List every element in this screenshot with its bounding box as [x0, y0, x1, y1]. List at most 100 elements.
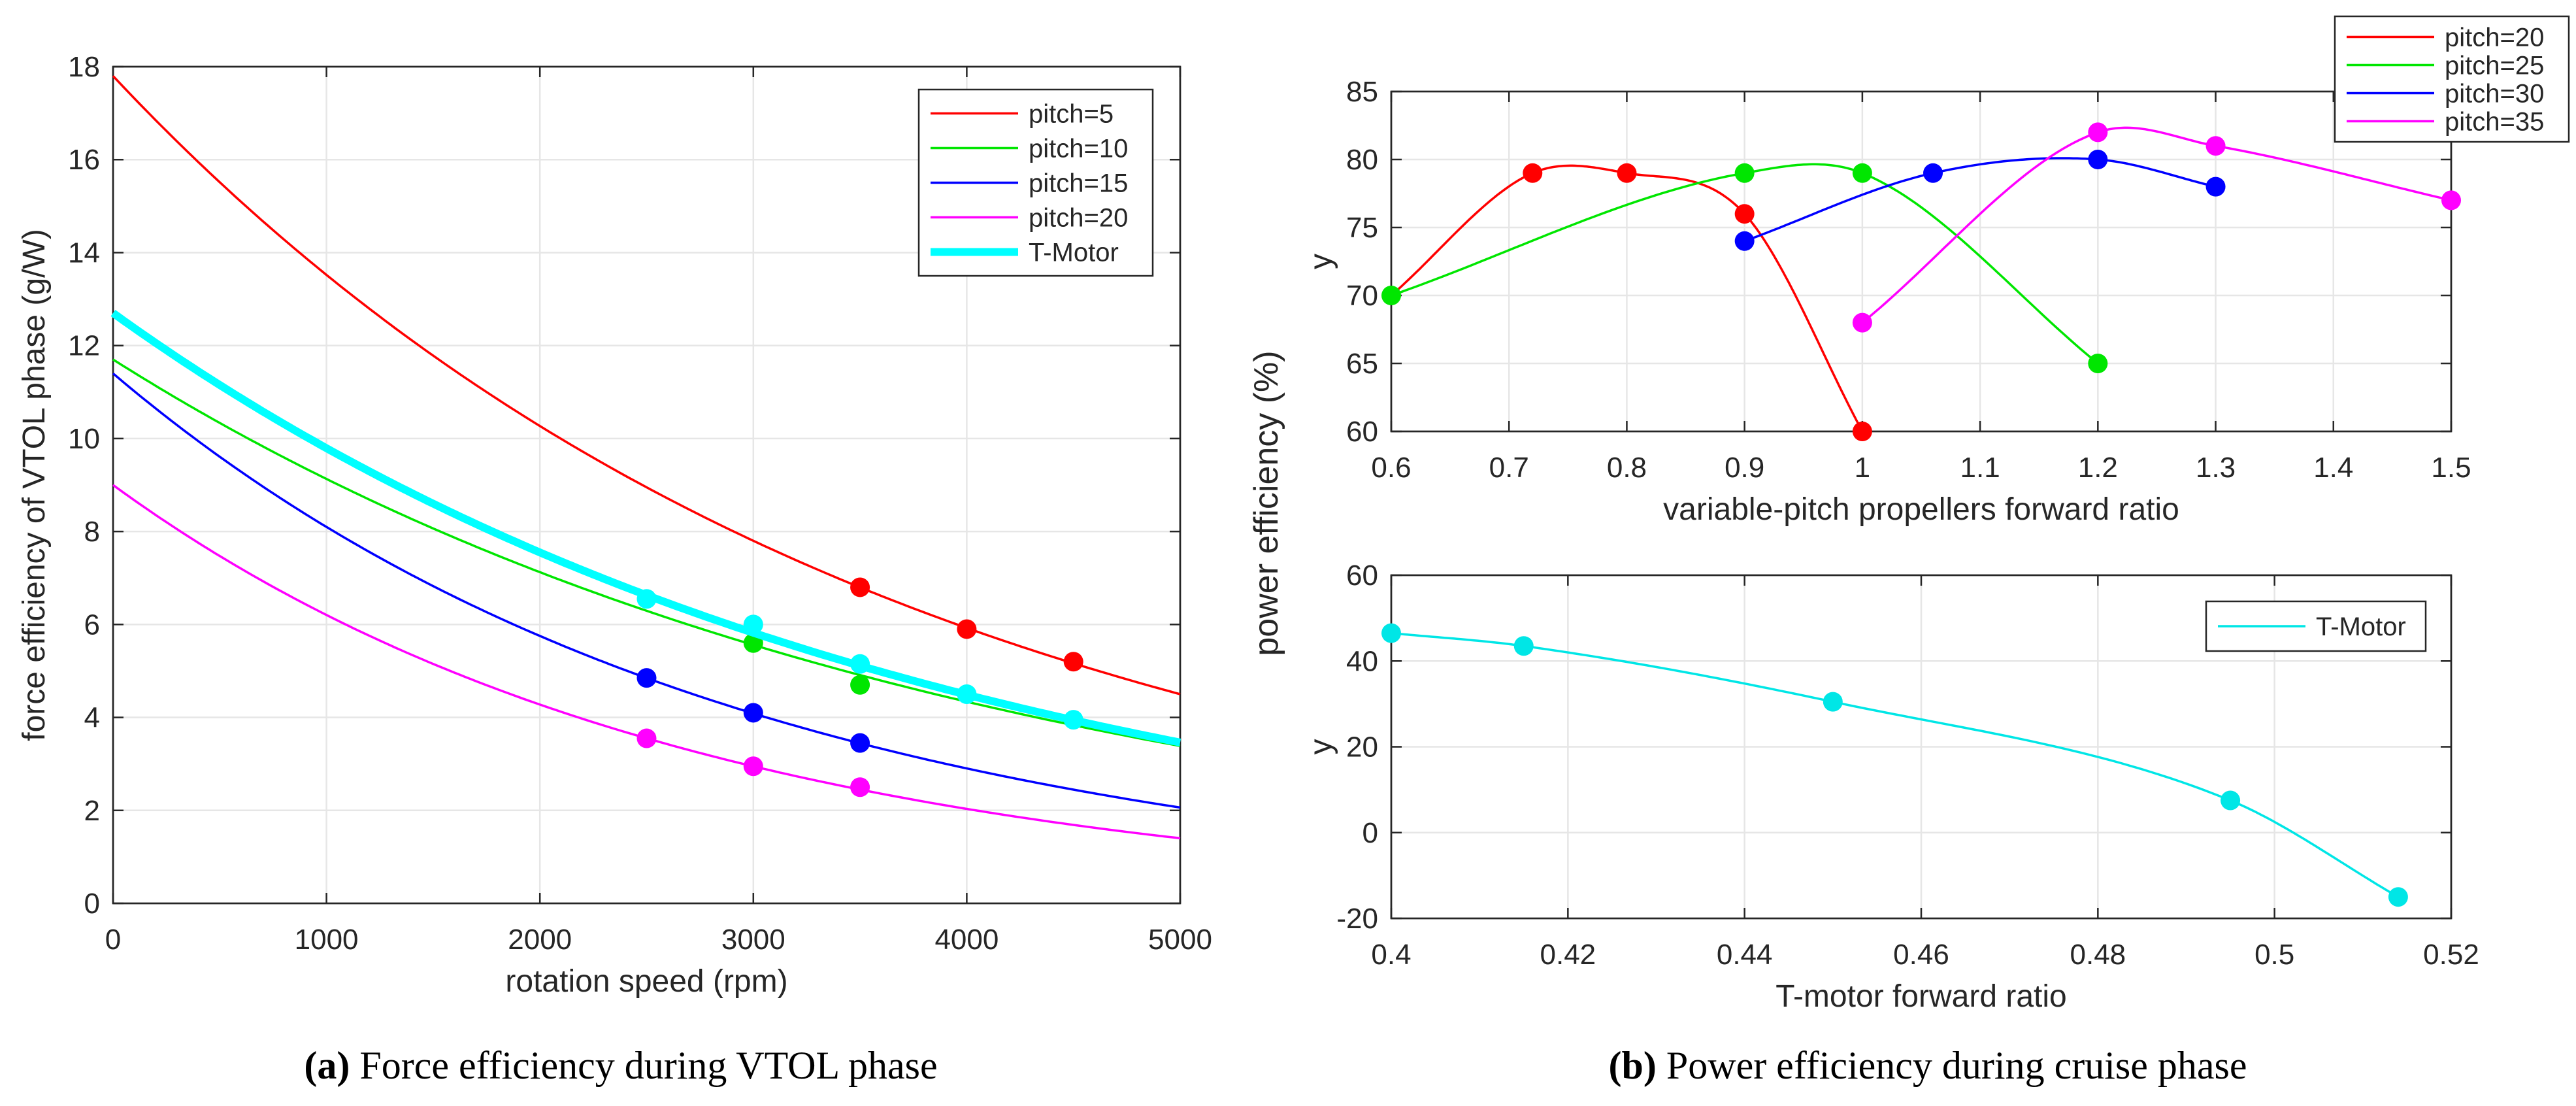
y-tick-label: 60	[1346, 560, 1378, 592]
caption-b-text: Power efficiency during cruise phase	[1657, 1044, 2247, 1087]
x-tick-label: 0.48	[2070, 939, 2126, 971]
data-point-T-Motor	[1063, 710, 1083, 730]
data-point-T-Motor	[2221, 790, 2241, 811]
legend-label-pitch=20: pitch=20	[2445, 24, 2544, 52]
y-tick-label: -20	[1336, 903, 1378, 935]
chart-b-top: 0.6 0.7 0.8 0.9 1 1.1 1.2 1.3 1.4 1.5 60 65 70 75 80 85…	[1304, 15, 2570, 527]
x-tick-label: 5000	[1148, 924, 1212, 956]
data-point-T-Motor	[743, 614, 763, 635]
data-point-T-Motor	[1381, 623, 1401, 643]
series-line-pitch=5	[112, 75, 1181, 695]
y-tick-label: 16	[68, 144, 100, 176]
y-tick-label: 70	[1346, 280, 1378, 312]
data-point-pitch=25	[2088, 354, 2108, 373]
legend-label-T-Motor: T-Motor	[2316, 612, 2406, 641]
caption-a-text: Force efficiency during VTOL phase	[350, 1044, 937, 1087]
legend-label-T-Motor: T-Motor	[1029, 239, 1119, 267]
data-point-pitch=35	[2205, 136, 2226, 156]
x-tick-label: 1	[1855, 452, 1870, 484]
data-point-pitch=15	[743, 703, 763, 723]
plot-area-b-top	[1390, 90, 2452, 433]
x-tick-label: 0.8	[1607, 452, 1647, 484]
x-tick-label: 4000	[934, 924, 999, 956]
y-tick-label: 80	[1346, 144, 1378, 176]
data-point-pitch=25	[1734, 163, 1755, 183]
x-tick-label: 0.52	[2423, 939, 2479, 971]
data-point-pitch=15	[636, 668, 657, 688]
y-tick-label: 20	[1346, 731, 1378, 763]
x-tick-label: 0.7	[1489, 452, 1529, 484]
legend-label-pitch=30: pitch=30	[2445, 80, 2544, 109]
axes-frame	[1390, 90, 2452, 433]
data-point-pitch=20	[636, 728, 657, 748]
caption-b: (b) Power efficiency during cruise phase	[1609, 1044, 2247, 1087]
x-axis-label: variable-pitch propellers forward ratio	[1663, 492, 2179, 527]
legend-a: pitch=5 pitch=10 pitch=15 pitch=20 T-Motor	[917, 88, 1154, 277]
y-tick-label: 60	[1346, 416, 1378, 448]
y-tick-label: 14	[68, 237, 100, 269]
data-point-pitch=20	[1852, 422, 1872, 441]
y-tick-label: 12	[68, 330, 100, 362]
y-tick-label: 10	[68, 423, 100, 455]
data-point-pitch=30	[2088, 150, 2108, 169]
y-tick-label: 2	[84, 795, 100, 827]
caption-a-label: (a)	[304, 1044, 350, 1087]
series-line-pitch=25	[1391, 163, 2099, 365]
data-point-T-Motor	[636, 589, 657, 609]
x-axis-label: rotation speed (rpm)	[505, 964, 787, 999]
series-line-pitch=10	[112, 358, 1181, 747]
data-point-pitch=5	[1063, 652, 1083, 672]
y-tick-label: 0	[84, 888, 100, 920]
data-point-T-Motor	[957, 684, 977, 704]
x-axis-label: T-motor forward ratio	[1775, 979, 2066, 1014]
y-tick-label: 18	[68, 51, 100, 83]
series-line-pitch=30	[1744, 157, 2217, 243]
x-tick-label: 0.6	[1371, 452, 1411, 484]
caption-b-label: (b)	[1609, 1044, 1657, 1087]
x-tick-label: 0.44	[1717, 939, 1773, 971]
y-tick-label: 6	[84, 609, 100, 641]
chart-a: 0 1000 2000 3000 4000 5000 0 2 4 6 8 10 12 14 16 18 rota…	[17, 51, 1212, 999]
y-axis-label: y	[1304, 254, 1338, 269]
data-point-pitch=25	[1381, 286, 1401, 305]
chart-b-bottom: 0.4 0.42 0.44 0.46 0.48 0.5 0.52 -20 0 20 40 60 T-mo…	[1304, 560, 2479, 1014]
x-tick-label: 0.46	[1893, 939, 1949, 971]
legend-label-pitch=25: pitch=25	[2445, 52, 2544, 80]
x-tick-label: 1.3	[2196, 452, 2236, 484]
legend-label-pitch=35: pitch=35	[2445, 108, 2544, 137]
y-tick-label: 8	[84, 516, 100, 548]
data-point-pitch=15	[850, 733, 870, 753]
data-point-pitch=5	[850, 577, 870, 597]
data-point-T-Motor	[2388, 887, 2408, 907]
legend-b-bottom: T-Motor	[2205, 600, 2427, 652]
data-point-pitch=5	[957, 619, 977, 639]
x-tick-label: 1.1	[1960, 452, 2000, 484]
x-tick-label: 0	[105, 924, 121, 956]
y-tick-label: 85	[1346, 76, 1378, 108]
data-point-pitch=20	[743, 756, 763, 777]
x-tick-label: 1.4	[2313, 452, 2353, 484]
series-line-pitch=35	[1861, 126, 2452, 324]
data-point-T-Motor	[850, 654, 870, 674]
x-tick-label: 1.5	[2431, 452, 2471, 484]
y-tick-label: 4	[84, 702, 100, 734]
data-point-pitch=35	[2441, 190, 2461, 210]
y-tick-label: 0	[1362, 817, 1378, 849]
x-tick-label: 3000	[721, 924, 785, 956]
data-point-pitch=20	[1734, 204, 1755, 224]
data-point-pitch=20	[1617, 163, 1637, 183]
x-tick-label: 1000	[295, 924, 359, 956]
legend-label-pitch=15: pitch=15	[1029, 169, 1128, 198]
y-tick-label: 65	[1346, 348, 1378, 380]
data-point-T-Motor	[1823, 692, 1843, 712]
caption-a: (a) Force efficiency during VTOL phase	[304, 1044, 937, 1087]
y-axis-label: y	[1304, 739, 1338, 755]
data-point-pitch=30	[2205, 176, 2226, 197]
y-tick-label: 75	[1346, 212, 1378, 244]
x-tick-label: 0.5	[2254, 939, 2294, 971]
data-point-pitch=20	[1523, 163, 1543, 183]
data-point-pitch=35	[1852, 312, 1872, 333]
legend-label-pitch=10: pitch=10	[1029, 135, 1128, 163]
data-point-pitch=30	[1923, 163, 1943, 183]
